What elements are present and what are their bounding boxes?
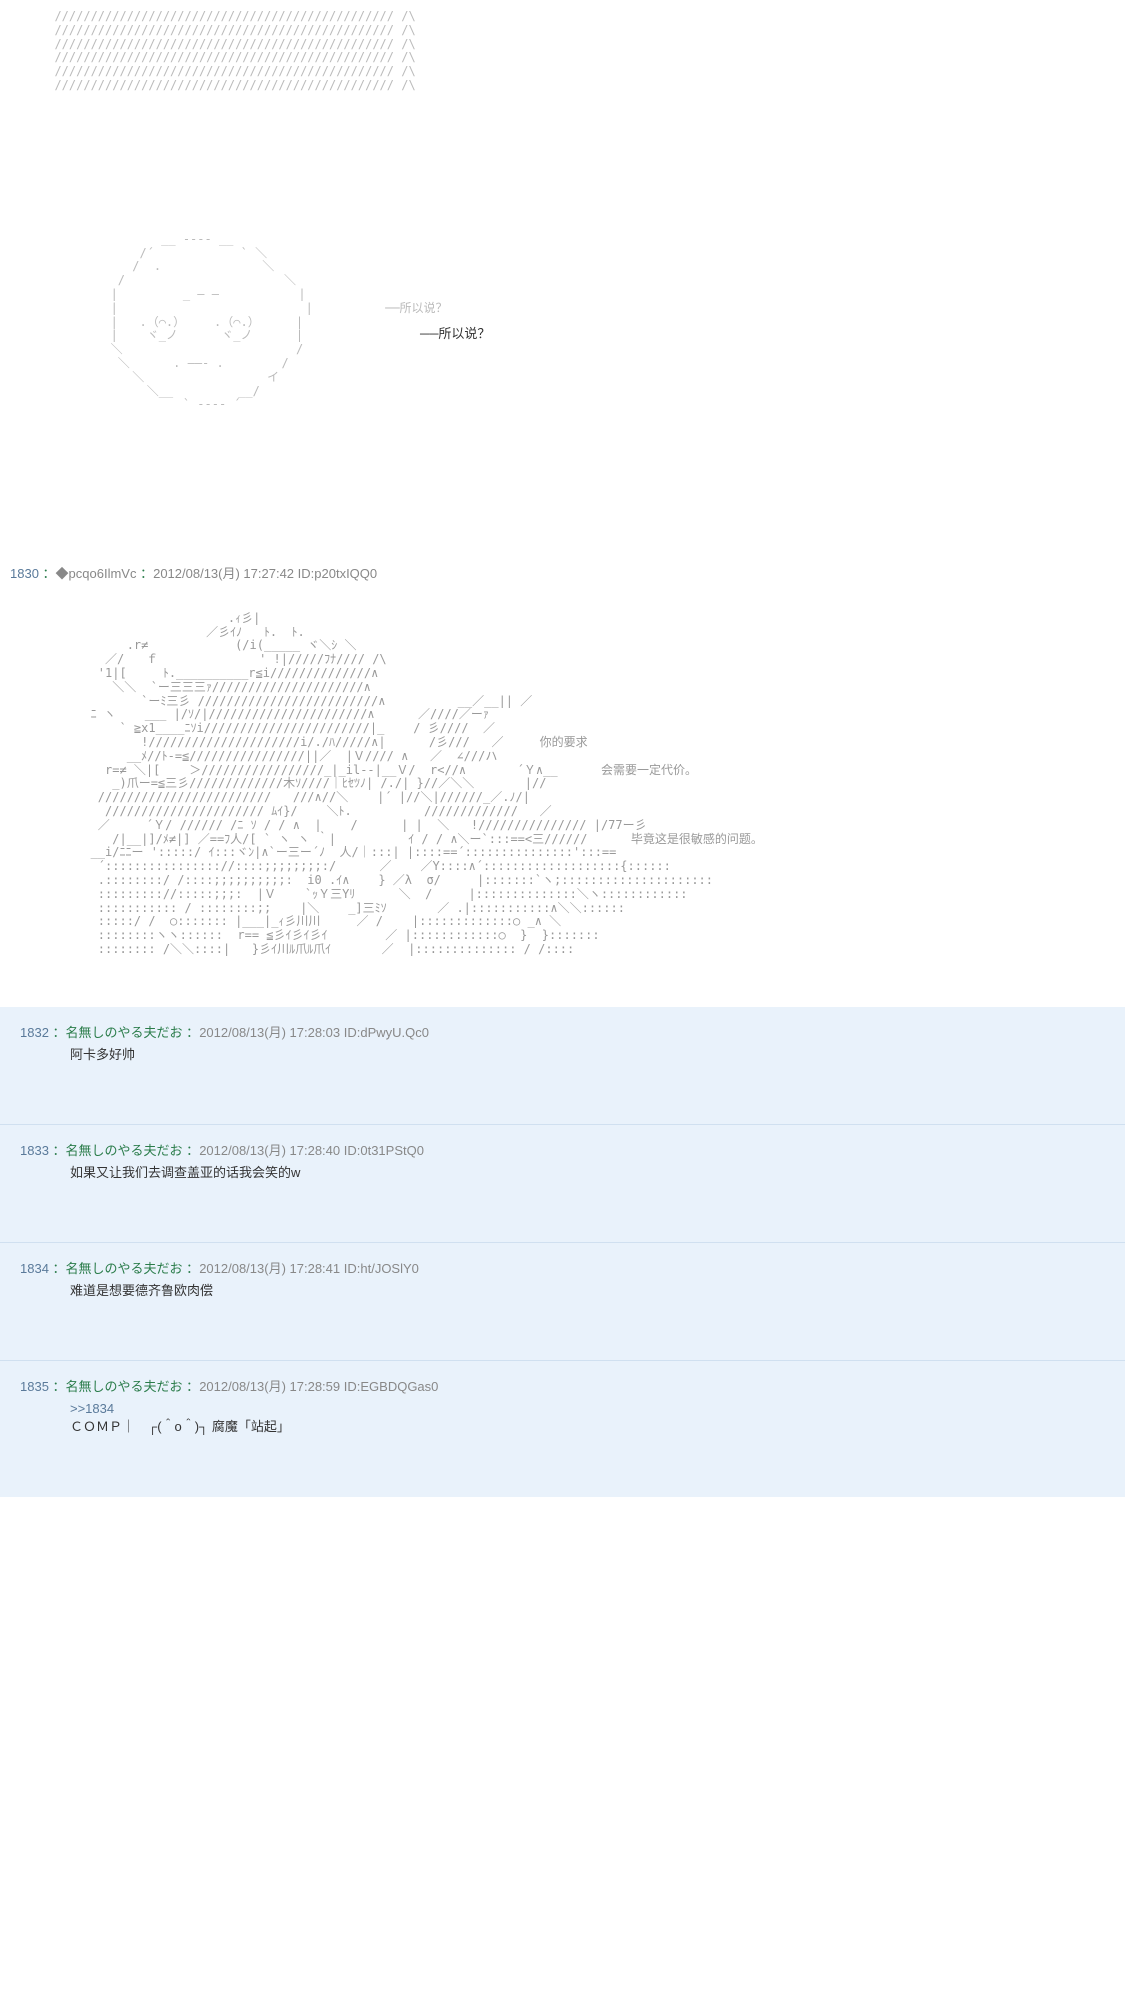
comment-header: 1833 ：名無しのやる夫だお ：2012/08/13(月) 17:28:40 … [10, 1140, 1115, 1159]
comment-1834: 1834 ：名無しのやる夫だお ：2012/08/13(月) 17:28:41 … [0, 1242, 1125, 1360]
comment-1833: 1833 ：名無しのやる夫だお ：2012/08/13(月) 17:28:40 … [0, 1124, 1125, 1242]
comment-header: 1835 ：名無しのやる夫だお ：2012/08/13(月) 17:28:59 … [10, 1376, 1115, 1395]
comments-section: 1832 ：名無しのやる夫だお ：2012/08/13(月) 17:28:03 … [0, 1007, 1125, 1497]
comment-body: 难道是想要德齐鲁欧肉偿 [10, 1282, 1115, 1300]
post-name: 名無しのやる夫だお [66, 1379, 183, 1394]
ascii-large-art: .ｨ彡| ／彡ｲﾉ ﾄ. ﾄ. .r≠ (/i(_____ ヾ＼ｼ ＼ ／/ ｆ… [40, 612, 1125, 957]
post-id: ID:EGBDQGas0 [344, 1379, 439, 1394]
ascii-face-art: __ ---- __ /´ ` ＼ / . ＼ / ＼ | _ — — | | … [60, 233, 1125, 412]
post-date: 2012/08/13(月) 17:28:03 [199, 1025, 340, 1040]
main-post-section: ////////////////////////////////////////… [0, 0, 1125, 1007]
ascii-slash-block: ////////////////////////////////////////… [40, 10, 1125, 93]
post-id: ID:0t31PStQ0 [344, 1143, 424, 1158]
post-tripcode: ◆pcqo6IlmVc [56, 566, 137, 581]
comment-1835: 1835 ：名無しのやる夫だお ：2012/08/13(月) 17:28:59 … [0, 1360, 1125, 1496]
post-id: ID:p20txIQQ0 [298, 566, 377, 581]
comment-1832: 1832 ：名無しのやる夫だお ：2012/08/13(月) 17:28:03 … [0, 1007, 1125, 1124]
post-date: 2012/08/13(月) 17:28:40 [199, 1143, 340, 1158]
post-name: 名無しのやる夫だお [66, 1025, 183, 1040]
post-1830-header: 1830 ：◆pcqo6IlmVc ：2012/08/13(月) 17:27:4… [0, 563, 1125, 582]
post-date: 2012/08/13(月) 17:27:42 [153, 566, 294, 581]
post-id: ID:ht/JOSlY0 [344, 1261, 419, 1276]
comment-body: >>1834 ＣＯＭＰ｜ ┌(＾o＾)┐ 腐魔「站起」 [10, 1400, 1115, 1436]
post-id: ID:dPwyU.Qc0 [344, 1025, 429, 1040]
post-number: 1832 [20, 1025, 49, 1040]
comment-header: 1832 ：名無しのやる夫だお ：2012/08/13(月) 17:28:03 … [10, 1022, 1115, 1041]
quote-link[interactable]: >>1834 [70, 1401, 114, 1416]
post-number: 1835 [20, 1379, 49, 1394]
post-name: 名無しのやる夫だお [66, 1261, 183, 1276]
comment-body-text: ＣＯＭＰ｜ ┌(＾o＾)┐ 腐魔「站起」 [70, 1419, 290, 1434]
face-dialog-text: ──所以说？ [420, 323, 490, 342]
post-name: 名無しのやる夫だお [66, 1143, 183, 1158]
post-date: 2012/08/13(月) 17:28:59 [199, 1379, 340, 1394]
post-number: 1834 [20, 1261, 49, 1276]
comment-body: 如果又让我们去调查盖亚的话我会笑的w [10, 1164, 1115, 1182]
comment-body: 阿卡多好帅 [10, 1046, 1115, 1064]
comment-header: 1834 ：名無しのやる夫だお ：2012/08/13(月) 17:28:41 … [10, 1258, 1115, 1277]
ascii-face-container: __ ---- __ /´ ` ＼ / . ＼ / ＼ | _ — — | | … [0, 233, 1125, 513]
post-number: 1830 [10, 566, 39, 581]
ascii-large-container: .ｨ彡| ／彡ｲﾉ ﾄ. ﾄ. .r≠ (/i(_____ ヾ＼ｼ ＼ ／/ ｆ… [0, 612, 1125, 957]
post-number: 1833 [20, 1143, 49, 1158]
post-date: 2012/08/13(月) 17:28:41 [199, 1261, 340, 1276]
